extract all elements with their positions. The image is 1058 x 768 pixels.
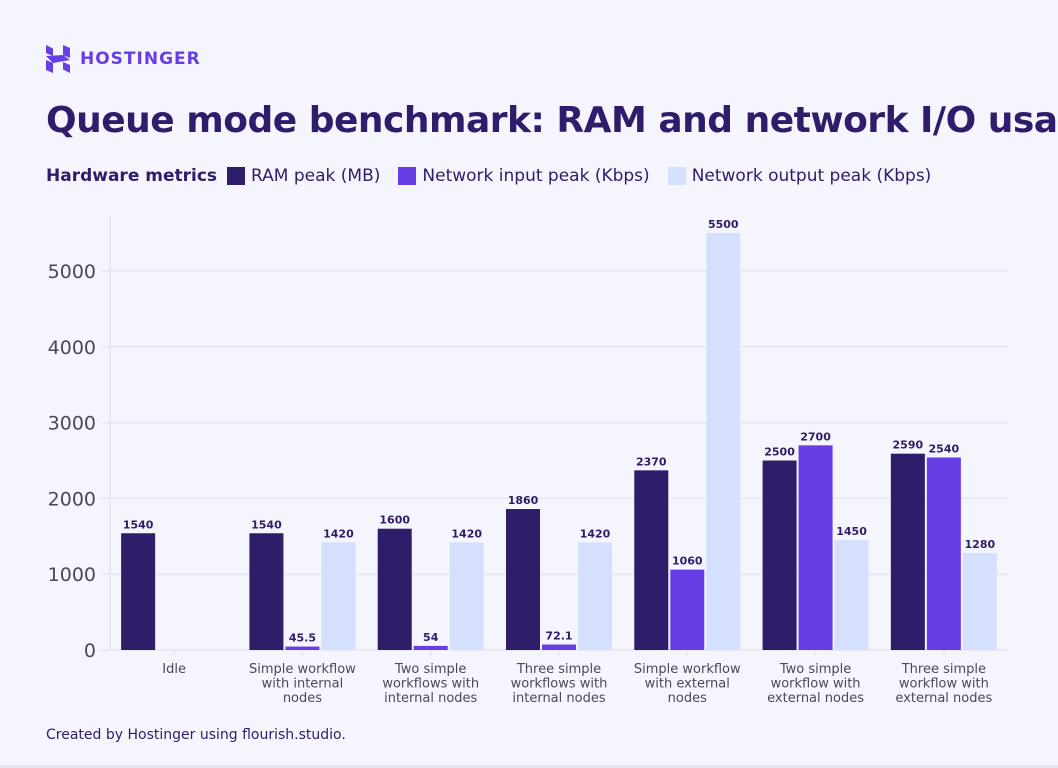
data-label: 2590 bbox=[893, 439, 924, 452]
x-tick-label: external nodes bbox=[767, 691, 864, 705]
bar bbox=[762, 460, 797, 650]
data-label: 1060 bbox=[672, 555, 703, 568]
bar bbox=[634, 470, 669, 650]
legend-swatch bbox=[667, 167, 686, 185]
footer-credit: Created by Hostinger using flourish.stud… bbox=[46, 727, 346, 743]
x-tick-label: workflow with bbox=[899, 677, 989, 692]
x-tick-label: workflow with bbox=[771, 677, 861, 692]
x-tick-label: internal nodes bbox=[512, 691, 605, 705]
bar-chart: 0 1000 2000 3000 4000 5000 1540 Idle 1540 45.5 142… bbox=[48, 216, 1008, 705]
legend-swatch bbox=[227, 167, 246, 185]
data-label: 5500 bbox=[708, 218, 739, 231]
legend-title: Hardware metrics bbox=[46, 166, 218, 186]
data-label: 2700 bbox=[800, 430, 831, 443]
legend-item-network-output[interactable]: Network output peak (Kbps) bbox=[667, 166, 932, 186]
bar bbox=[926, 457, 961, 650]
y-tick-label: 2000 bbox=[48, 488, 96, 510]
brand-name: HOSTINGER bbox=[80, 49, 201, 69]
bar bbox=[542, 644, 576, 650]
y-tick-label: 0 bbox=[84, 640, 96, 662]
bar bbox=[249, 533, 284, 650]
x-tick-label: nodes bbox=[668, 691, 707, 705]
data-label: 54 bbox=[423, 631, 439, 644]
data-label: 1280 bbox=[965, 538, 996, 551]
legend-item-network-input[interactable]: Network input peak (Kbps) bbox=[398, 166, 650, 186]
data-label: 45.5 bbox=[289, 632, 316, 645]
bar bbox=[962, 552, 997, 650]
y-tick-label: 1000 bbox=[48, 564, 96, 586]
bar bbox=[449, 542, 484, 650]
legend: Hardware metrics RAM peak (MB) Network i… bbox=[46, 166, 949, 186]
x-tick-label: external nodes bbox=[895, 691, 992, 705]
x-tick-label: workflows with bbox=[511, 677, 608, 692]
brand-logo: HOSTINGER bbox=[46, 45, 201, 73]
data-label: 1420 bbox=[451, 527, 482, 540]
bar bbox=[506, 509, 540, 650]
x-tick-label: Three simple bbox=[901, 662, 986, 677]
hostinger-logo-icon bbox=[46, 45, 70, 73]
data-label: 1540 bbox=[123, 518, 154, 531]
x-tick-label: nodes bbox=[283, 691, 322, 705]
bar bbox=[321, 542, 356, 650]
x-tick-label: with internal bbox=[262, 677, 344, 692]
data-label: 2540 bbox=[929, 442, 960, 455]
legend-swatch bbox=[398, 167, 417, 185]
bar bbox=[834, 540, 869, 650]
chart-title: Queue mode benchmark: RAM and network I/… bbox=[46, 100, 1058, 141]
x-tick-label: Three simple bbox=[516, 662, 601, 677]
legend-label: Network input peak (Kbps) bbox=[422, 166, 650, 186]
bar bbox=[121, 533, 156, 650]
x-tick-label: Two simple bbox=[394, 662, 466, 677]
bar bbox=[670, 569, 705, 650]
x-tick-label: internal nodes bbox=[384, 691, 477, 705]
data-label: 1600 bbox=[379, 514, 410, 527]
data-label: 1420 bbox=[580, 527, 611, 540]
data-label: 2370 bbox=[636, 455, 667, 468]
bar bbox=[798, 445, 833, 650]
data-label: 1540 bbox=[251, 518, 282, 531]
legend-label: Network output peak (Kbps) bbox=[691, 166, 932, 186]
bar bbox=[706, 233, 741, 650]
data-label: 72.1 bbox=[545, 630, 572, 643]
bar bbox=[578, 542, 612, 650]
data-label: 2500 bbox=[764, 446, 795, 459]
legend-label: RAM peak (MB) bbox=[251, 166, 381, 186]
x-tick-label: with external bbox=[645, 677, 730, 692]
x-tick-label: Simple workflow bbox=[634, 662, 741, 677]
x-tick-label: Two simple bbox=[779, 662, 851, 677]
bar bbox=[377, 528, 412, 650]
x-tick-label: workflows with bbox=[382, 677, 479, 692]
bar bbox=[890, 453, 925, 650]
legend-item-ram[interactable]: RAM peak (MB) bbox=[227, 166, 380, 186]
data-label: 1450 bbox=[836, 525, 867, 538]
y-tick-label: 4000 bbox=[48, 337, 96, 359]
bar bbox=[285, 646, 320, 650]
data-label: 1860 bbox=[508, 494, 539, 507]
y-tick-label: 5000 bbox=[48, 261, 96, 283]
bottom-divider bbox=[0, 765, 1058, 768]
data-label: 1420 bbox=[323, 527, 354, 540]
x-tick-label: Simple workflow bbox=[249, 662, 356, 677]
x-tick-label: Idle bbox=[162, 662, 186, 677]
bar bbox=[413, 645, 448, 650]
y-tick-label: 3000 bbox=[48, 413, 96, 435]
